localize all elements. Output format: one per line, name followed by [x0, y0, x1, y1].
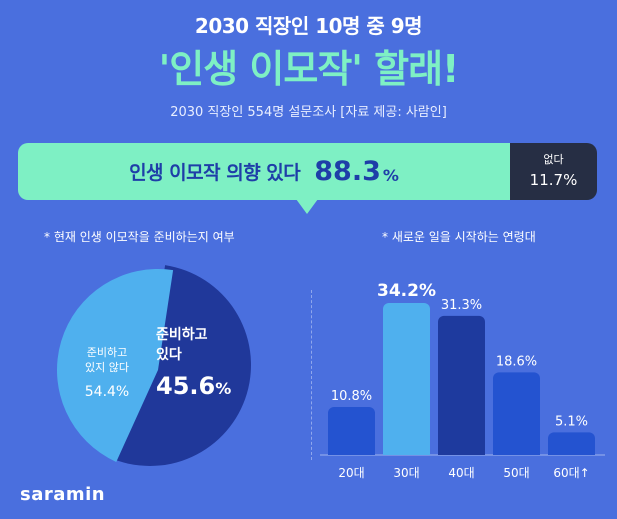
bar-value-label: 34.2% — [377, 281, 436, 301]
survey-source: 2030 직장인 554명 설문조사 [자료 제공: 사람인] — [170, 105, 447, 120]
bar-category-label: 40대 — [448, 466, 474, 480]
bar-value-label: 31.3% — [441, 298, 482, 313]
bar-value-label: 10.8% — [331, 389, 372, 404]
bar-category-label: 30대 — [393, 466, 419, 480]
bar-40대 — [438, 315, 485, 455]
bar-20대 — [328, 407, 375, 455]
intent-yes-bar: 인생 이모작 의향 있다 88.3 % — [18, 143, 510, 200]
bar-base-fill — [438, 447, 485, 455]
pie-slice-preparing — [57, 269, 174, 462]
bar-category-label: 20대 — [338, 466, 364, 480]
saramin-logo: saramin — [20, 484, 106, 505]
bar-category-label: 50대 — [503, 466, 529, 480]
age-bar-chart: 10.8% 20대 34.2% 30대 31.3% 40대 18.6% 50대 5.1% 60대↑ — [320, 281, 605, 480]
headline-title: '인생 이모작' 할래! — [158, 47, 460, 91]
headline-subtitle: 2030 직장인 10명 중 9명 — [194, 14, 423, 38]
pie-section-title: * 현재 인생 이모작을 준비하는지 여부 — [44, 230, 235, 244]
bar-30대 — [383, 303, 430, 455]
intent-no-bar: 없다 11.7% — [510, 143, 597, 200]
bar-section-title: * 새로운 일을 시작하는 연령대 — [382, 230, 536, 244]
pie-slice-not-preparing — [108, 265, 251, 466]
bar-base-fill — [548, 447, 595, 455]
bar-value-label: 18.6% — [496, 354, 537, 369]
pie-not-preparing-value: 54.4% — [84, 384, 130, 400]
bar-value-label: 5.1% — [555, 414, 588, 429]
bar-category-label: 60대↑ — [553, 466, 589, 480]
intent-yes-unit: % — [382, 166, 399, 185]
pie-preparing-label: 준비하고 있다 — [156, 327, 208, 363]
callout-pointer — [296, 199, 318, 214]
intent-yes-label: 인생 이모작 의향 있다 — [129, 162, 301, 184]
intent-no-value: 11.7% — [529, 171, 578, 189]
bar-50대 — [493, 372, 540, 455]
preparation-pie-chart — [57, 265, 251, 466]
pie-not-preparing-label: 준비하고 있지 않다 — [85, 346, 129, 374]
intent-yes-value: 88.3 — [314, 156, 381, 187]
intent-no-label: 없다 — [543, 153, 564, 166]
bar-base-fill — [383, 447, 430, 455]
bar-base-fill — [328, 447, 375, 455]
pie-preparing-value: 45.6% — [156, 372, 232, 400]
bar-base-fill — [493, 447, 540, 455]
section-divider — [311, 290, 313, 460]
